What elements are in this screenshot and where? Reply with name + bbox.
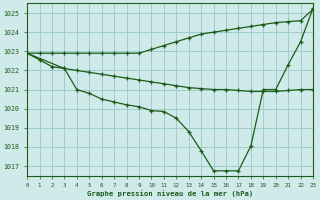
X-axis label: Graphe pression niveau de la mer (hPa): Graphe pression niveau de la mer (hPa) — [87, 190, 253, 197]
